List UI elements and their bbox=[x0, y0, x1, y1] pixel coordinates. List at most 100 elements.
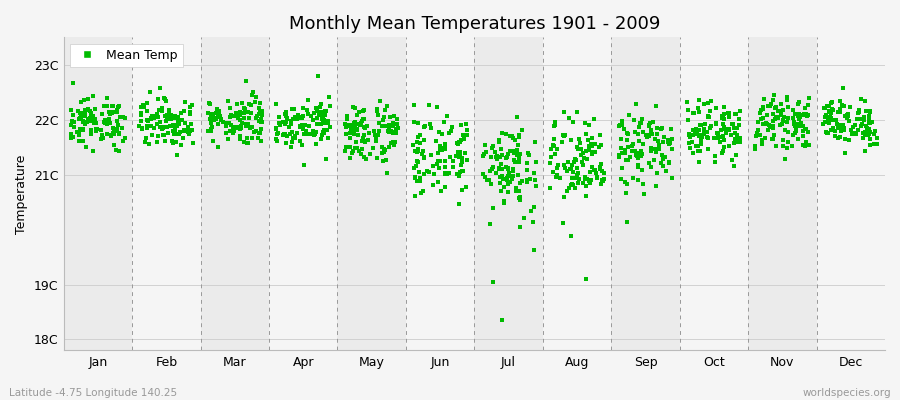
Point bbox=[431, 158, 446, 164]
Point bbox=[223, 112, 238, 118]
Point bbox=[595, 177, 609, 183]
Point bbox=[506, 172, 520, 179]
Point bbox=[174, 110, 188, 116]
Point bbox=[843, 127, 858, 133]
Point bbox=[588, 141, 602, 147]
Point bbox=[543, 185, 557, 191]
Point bbox=[647, 136, 662, 142]
Point bbox=[359, 156, 374, 162]
Bar bbox=[816, 37, 885, 350]
Point bbox=[455, 158, 470, 165]
Point bbox=[646, 119, 661, 125]
Point bbox=[323, 103, 338, 109]
Point bbox=[292, 122, 307, 129]
Point bbox=[459, 120, 473, 127]
Point bbox=[858, 129, 872, 136]
Point bbox=[477, 173, 491, 180]
Point bbox=[157, 124, 171, 130]
Point bbox=[303, 131, 318, 137]
Point bbox=[237, 139, 251, 146]
Point bbox=[788, 111, 802, 118]
Point bbox=[314, 135, 328, 142]
Point bbox=[223, 128, 238, 134]
Point bbox=[452, 154, 466, 160]
Point bbox=[338, 131, 353, 138]
Point bbox=[551, 162, 565, 168]
Point bbox=[375, 123, 390, 129]
Point bbox=[858, 98, 872, 104]
Point bbox=[799, 111, 814, 117]
Point bbox=[868, 127, 883, 134]
Point bbox=[478, 149, 492, 156]
Point bbox=[520, 166, 535, 173]
Point bbox=[822, 116, 836, 122]
Point bbox=[766, 124, 780, 131]
Point bbox=[595, 168, 609, 174]
Point bbox=[277, 121, 292, 128]
Point bbox=[317, 117, 331, 123]
Point bbox=[628, 148, 643, 154]
Point bbox=[709, 105, 724, 112]
Point bbox=[833, 109, 848, 115]
Point bbox=[574, 152, 589, 158]
Point bbox=[88, 119, 103, 126]
Point bbox=[632, 138, 646, 145]
Point bbox=[72, 126, 86, 132]
Point bbox=[682, 133, 697, 140]
Point bbox=[345, 150, 359, 156]
Point bbox=[832, 133, 847, 140]
Point bbox=[279, 140, 293, 146]
Point bbox=[313, 104, 328, 110]
Point bbox=[505, 133, 519, 140]
Point bbox=[278, 111, 293, 118]
Point bbox=[664, 126, 679, 132]
Point bbox=[74, 126, 88, 133]
Point bbox=[556, 161, 571, 168]
Point bbox=[698, 131, 712, 138]
Point bbox=[642, 132, 656, 138]
Point bbox=[617, 147, 632, 153]
Point bbox=[409, 175, 423, 181]
Point bbox=[204, 125, 219, 132]
Point bbox=[110, 109, 124, 115]
Point bbox=[183, 108, 197, 115]
Point bbox=[355, 146, 369, 152]
Point bbox=[753, 107, 768, 114]
Point bbox=[66, 134, 80, 140]
Point bbox=[869, 140, 884, 147]
Point bbox=[564, 181, 579, 188]
Point bbox=[761, 126, 776, 133]
Point bbox=[584, 141, 598, 147]
Point bbox=[84, 116, 98, 122]
Legend: Mean Temp: Mean Temp bbox=[70, 44, 183, 66]
Point bbox=[640, 134, 654, 140]
Point bbox=[717, 111, 732, 118]
Point bbox=[352, 148, 366, 154]
Point bbox=[172, 121, 186, 127]
Point bbox=[512, 132, 526, 138]
Point bbox=[650, 130, 664, 137]
Point bbox=[321, 118, 336, 124]
Point bbox=[202, 100, 217, 107]
Point bbox=[791, 121, 806, 127]
Point bbox=[72, 116, 86, 122]
Point bbox=[818, 113, 832, 120]
Point bbox=[158, 98, 173, 104]
Point bbox=[704, 98, 718, 104]
Point bbox=[510, 114, 525, 120]
Point bbox=[176, 128, 191, 134]
Point bbox=[756, 115, 770, 121]
Point bbox=[791, 101, 806, 107]
Point bbox=[89, 120, 104, 126]
Point bbox=[370, 108, 384, 114]
Point bbox=[706, 135, 721, 141]
Point bbox=[356, 135, 371, 142]
Point bbox=[455, 168, 470, 174]
Point bbox=[157, 132, 171, 138]
Point bbox=[700, 114, 715, 120]
Point bbox=[110, 118, 124, 124]
Point bbox=[515, 126, 529, 133]
Point bbox=[860, 124, 874, 131]
Point bbox=[67, 124, 81, 130]
Point bbox=[625, 143, 639, 149]
